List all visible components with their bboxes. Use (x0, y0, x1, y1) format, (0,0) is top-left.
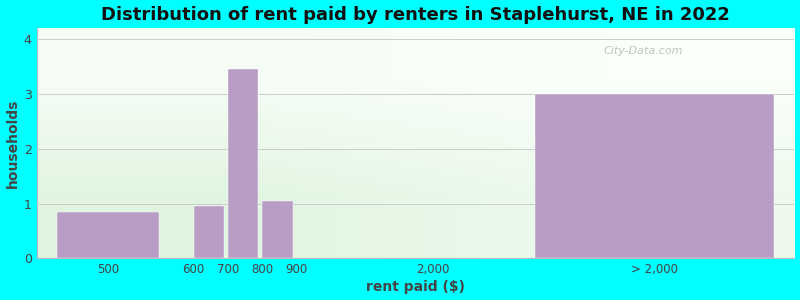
X-axis label: rent paid ($): rent paid ($) (366, 280, 465, 294)
Y-axis label: households: households (6, 98, 19, 188)
Bar (194, 206, 224, 258)
Bar (57, 212, 159, 258)
Title: Distribution of rent paid by renters in Staplehurst, NE in 2022: Distribution of rent paid by renters in … (101, 6, 730, 24)
Bar (228, 69, 258, 258)
Text: City-Data.com: City-Data.com (603, 46, 682, 56)
Bar (262, 201, 293, 258)
Bar (535, 94, 774, 258)
